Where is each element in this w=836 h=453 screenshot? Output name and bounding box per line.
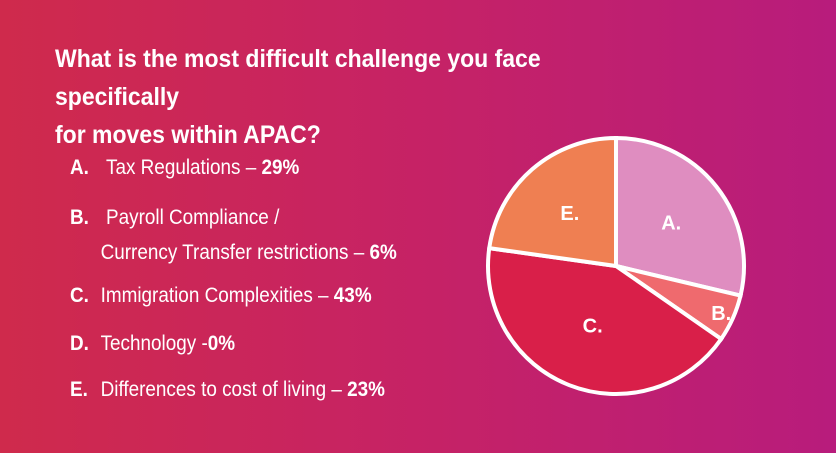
legend-letter: E.: [70, 378, 88, 401]
pie-slice-a: [614, 135, 746, 298]
legend-label: Tax Regulations –: [106, 156, 257, 179]
legend-letter: C.: [70, 284, 89, 307]
pie-label-e: E.: [560, 203, 579, 225]
chart-title-line-1: What is the most difficult challenge you…: [55, 45, 541, 111]
pie-slice-c: [486, 245, 724, 396]
legend-label: Immigration Complexities –: [100, 284, 329, 307]
legend-value: 0%: [207, 332, 236, 355]
pie-label-c: C.: [583, 316, 603, 338]
legend-label: Technology -: [100, 332, 208, 355]
legend-item-e: E. Differences to cost of living – 23%: [70, 372, 385, 407]
legend-value: 6%: [369, 241, 397, 264]
pie-slice-e: [486, 135, 618, 269]
legend-value: 23%: [347, 378, 385, 401]
legend-item-d: D. Technology -0%: [70, 326, 235, 361]
legend-letter: B.: [70, 206, 89, 229]
legend-letter: A.: [70, 156, 89, 179]
legend-item-a: A. Tax Regulations – 29%: [70, 150, 299, 185]
legend-value: 29%: [261, 156, 300, 179]
legend-label: Differences to cost of living –: [100, 378, 342, 401]
legend-label: Payroll Compliance /: [106, 206, 280, 229]
legend-value: 43%: [333, 284, 372, 307]
pie-label-a: A.: [661, 212, 681, 234]
chart-title: What is the most difficult challenge you…: [55, 40, 662, 154]
pie-label-b: B.: [711, 303, 731, 325]
chart-title-line-2: for moves within APAC?: [55, 121, 321, 149]
legend-item-c: C. Immigration Complexities – 43%: [70, 278, 372, 313]
legend-label-line-2: Currency Transfer restrictions –: [100, 241, 365, 264]
legend-item-b: B. Payroll Compliance / Currency Transfe…: [70, 200, 397, 270]
legend-letter: D.: [70, 332, 89, 355]
